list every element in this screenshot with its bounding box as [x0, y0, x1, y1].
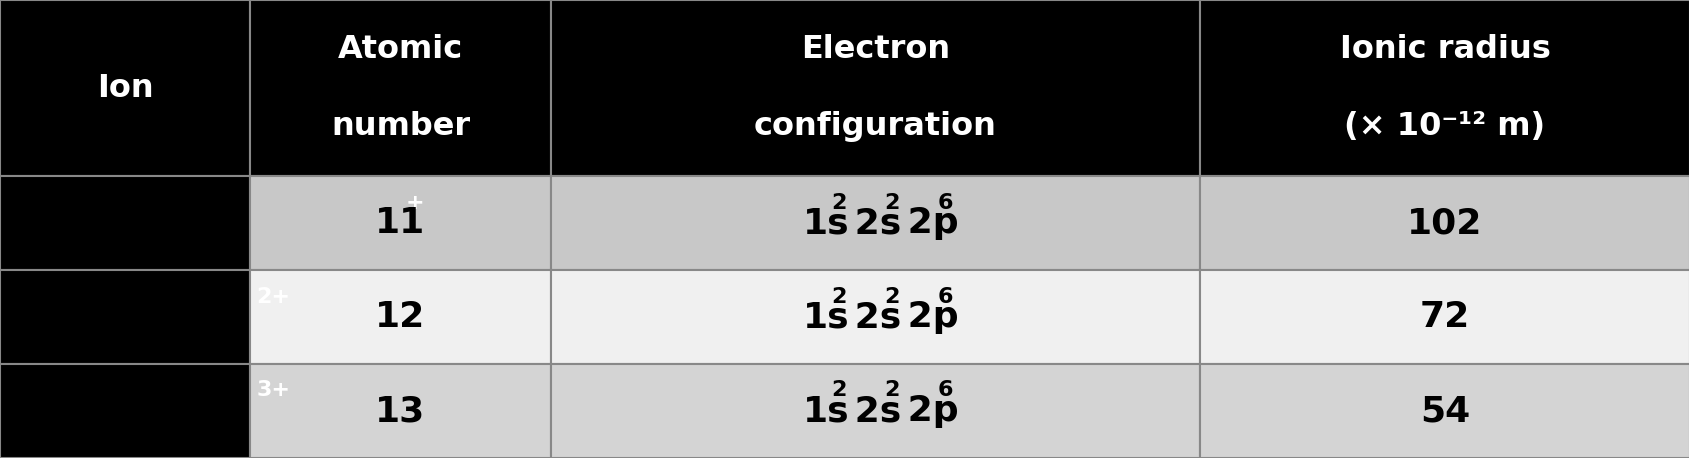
Text: 102: 102 — [1407, 206, 1481, 240]
Bar — [551, 176, 1199, 270]
Text: 2p: 2p — [895, 394, 958, 428]
Text: 6: 6 — [937, 381, 953, 400]
Text: 6: 6 — [937, 287, 953, 306]
Bar — [551, 0, 1199, 176]
Text: Ion: Ion — [96, 73, 154, 104]
Text: 2s: 2s — [841, 206, 900, 240]
Text: 2s: 2s — [841, 394, 900, 428]
Text: +: + — [405, 193, 424, 213]
Text: 72: 72 — [1419, 300, 1469, 334]
Bar — [1199, 0, 1689, 176]
Bar — [250, 270, 551, 364]
Bar — [1199, 270, 1689, 364]
Text: 1s: 1s — [802, 394, 850, 428]
Text: Ionic radius: Ionic radius — [1339, 34, 1549, 65]
Bar — [250, 364, 551, 458]
Text: configuration: configuration — [753, 111, 997, 142]
Text: 2: 2 — [885, 287, 900, 306]
Text: 3+: 3+ — [257, 381, 291, 400]
Text: 1s: 1s — [802, 206, 850, 240]
Bar — [0, 364, 250, 458]
Text: 2: 2 — [831, 193, 846, 213]
Text: 2: 2 — [831, 381, 846, 400]
Text: 6: 6 — [937, 193, 953, 213]
Text: 54: 54 — [1419, 394, 1469, 428]
Bar — [551, 270, 1199, 364]
Text: 11: 11 — [375, 206, 426, 240]
Text: (× 10⁻¹² m): (× 10⁻¹² m) — [1343, 111, 1545, 142]
Text: 2p: 2p — [895, 206, 958, 240]
Bar — [0, 176, 250, 270]
Text: 2s: 2s — [841, 300, 900, 334]
Bar — [0, 0, 250, 176]
Bar — [1199, 364, 1689, 458]
Text: Electron: Electron — [801, 34, 949, 65]
Text: 13: 13 — [375, 394, 426, 428]
Bar — [250, 0, 551, 176]
Text: 2: 2 — [885, 193, 900, 213]
Bar — [0, 270, 250, 364]
Bar — [250, 176, 551, 270]
Text: 2p: 2p — [895, 300, 958, 334]
Text: Atomic: Atomic — [338, 34, 463, 65]
Bar — [551, 364, 1199, 458]
Text: 12: 12 — [375, 300, 426, 334]
Text: 2: 2 — [885, 381, 900, 400]
Text: number: number — [331, 111, 470, 142]
Text: 2+: 2+ — [257, 287, 291, 306]
Text: 2: 2 — [831, 287, 846, 306]
Text: 1s: 1s — [802, 300, 850, 334]
Bar — [1199, 176, 1689, 270]
